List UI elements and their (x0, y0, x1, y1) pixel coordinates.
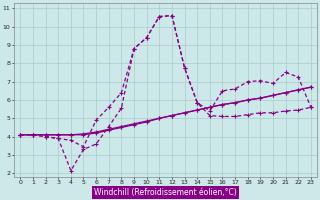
X-axis label: Windchill (Refroidissement éolien,°C): Windchill (Refroidissement éolien,°C) (94, 188, 237, 197)
